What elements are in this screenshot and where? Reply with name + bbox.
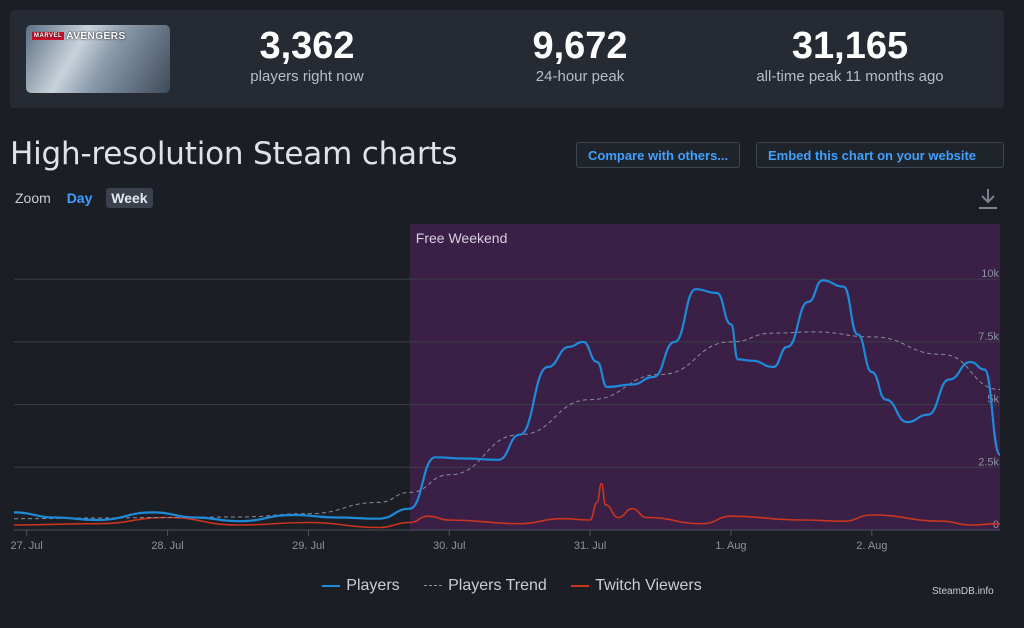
game-logo: MARVEL AVENGERS (32, 31, 126, 42)
page-title: High-resolution Steam charts (10, 136, 458, 172)
legend-item-players-trend[interactable]: Players Trend (424, 577, 547, 595)
zoom-week-button[interactable]: Week (106, 188, 153, 208)
legend-item-players[interactable]: Players (322, 577, 400, 595)
credit-text[interactable]: SteamDB.info (932, 586, 994, 597)
series-twitch-viewers (13, 482, 1001, 529)
chart-legend: Players Players Trend Twitch Viewers (0, 577, 1024, 595)
embed-button[interactable]: Embed this chart on your website (756, 142, 1004, 168)
x-tick-label: 31. Jul (574, 540, 606, 552)
x-tick-label: 30. Jul (433, 540, 465, 552)
y-tick-label: 10k (981, 268, 999, 280)
zoom-day-button[interactable]: Day (66, 190, 93, 206)
stat-label: all-time peak 11 months ago (756, 68, 944, 85)
legend-item-twitch-viewers[interactable]: Twitch Viewers (571, 577, 702, 595)
free-weekend-band (409, 224, 1000, 530)
stat-value: 9,672 (532, 25, 628, 67)
stat-label: 24-hour peak (535, 68, 625, 85)
zoom-controls: Zoom Day Week (15, 188, 153, 210)
stat-value: 3,362 (259, 25, 355, 67)
player-chart: Free Weekend 0 2.5k 5k 7.5k 10k 27. Jul 28. Jul… (10, 224, 1002, 552)
y-tick-label: 5k (987, 394, 999, 406)
x-tick-label: 29. Jul (292, 540, 324, 552)
x-tick-label: 27. Jul (10, 540, 42, 552)
y-tick-label: 0 (993, 519, 999, 531)
x-tick-label: 28. Jul (151, 540, 183, 552)
compare-button[interactable]: Compare with others... (576, 142, 741, 168)
zoom-label: Zoom (15, 190, 51, 206)
series-players (13, 279, 1002, 523)
x-tick-label: 1. Aug (715, 540, 746, 552)
download-icon[interactable] (977, 187, 999, 211)
game-thumbnail[interactable]: MARVEL AVENGERS (26, 25, 170, 93)
y-tick-label: 7.5k (978, 331, 999, 343)
stats-bar: MARVEL AVENGERS 3,362 players right now 9… (10, 10, 1004, 108)
free-weekend-label: Free Weekend (416, 230, 508, 246)
y-tick-label: 2.5k (978, 456, 999, 468)
stat-24h-peak: 9,672 24-hour peak (510, 24, 650, 86)
x-tick-label: 2. Aug (856, 540, 887, 552)
stat-label: players right now (250, 68, 364, 85)
stat-value: 31,165 (791, 25, 909, 67)
stat-current-players: 3,362 players right now (237, 24, 377, 86)
stat-all-time-peak: 31,165 all-time peak 11 months ago (740, 24, 960, 86)
